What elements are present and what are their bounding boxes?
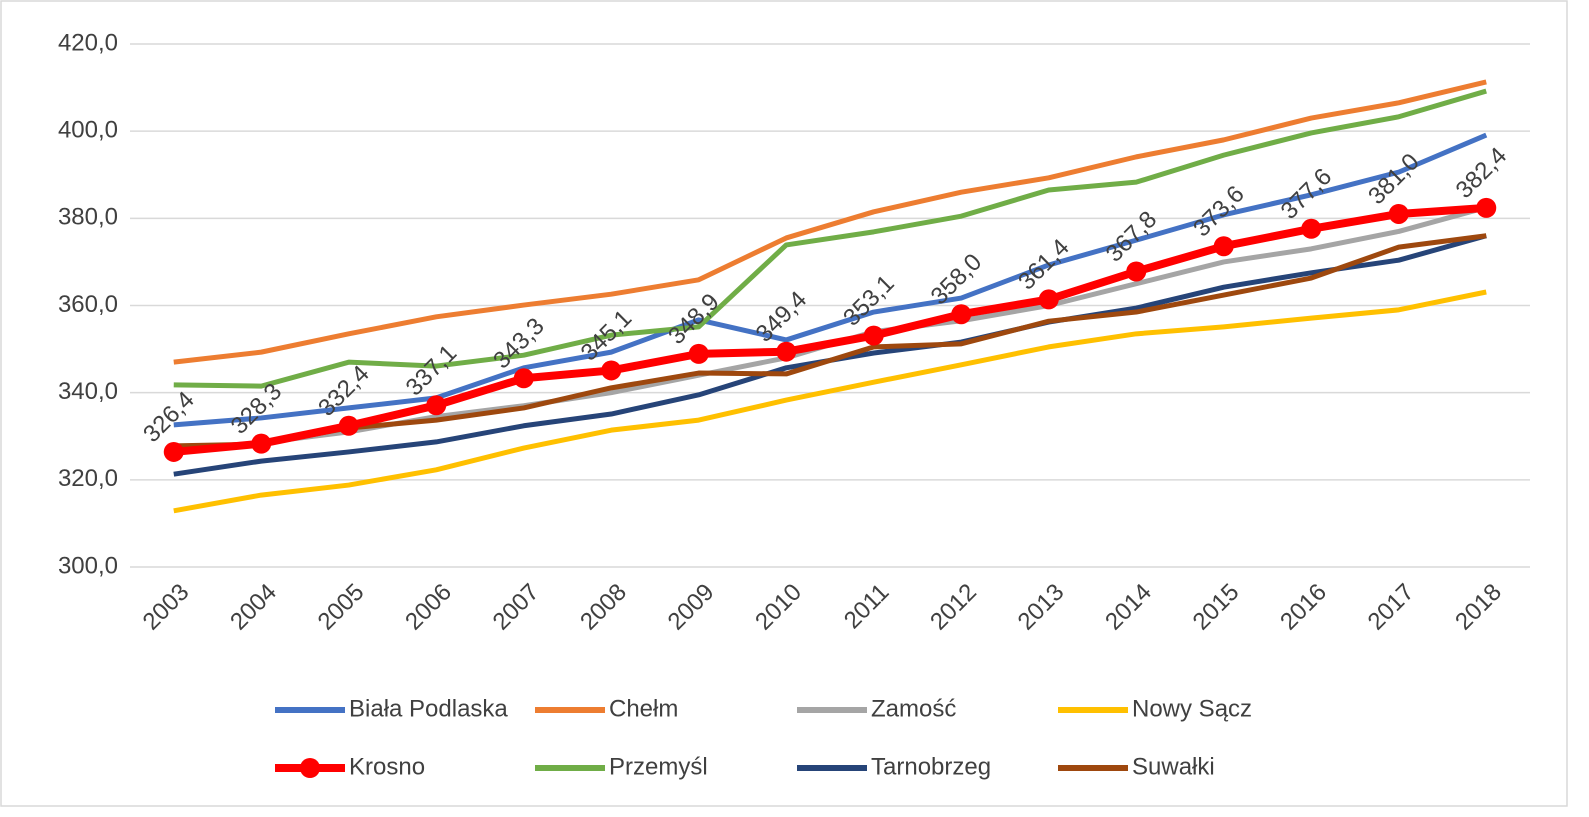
series-line: [173, 289, 1487, 514]
point-marker: [251, 433, 272, 454]
legend-item: Zamość: [797, 695, 956, 722]
y-tick-label: 320,0: [58, 465, 118, 492]
chart-border: [0, 0, 1568, 807]
series-line: [173, 88, 1487, 389]
legend-label: Tarnobrzeg: [871, 753, 991, 780]
series-line: [173, 79, 1487, 365]
series-line: [173, 203, 1487, 456]
legend-label: Biała Podlaska: [349, 695, 508, 722]
legend-item: Biała Podlaska: [275, 695, 508, 722]
y-tick-label: 420,0: [58, 29, 118, 56]
point-marker: [863, 325, 884, 346]
legend-item: Chełm: [535, 695, 678, 722]
legend-marker: [300, 758, 320, 778]
point-marker: [426, 395, 447, 416]
point-marker: [513, 368, 534, 389]
legend-item: Suwałki: [1058, 753, 1215, 780]
legend-item: Krosno: [275, 753, 425, 780]
point-marker: [1126, 261, 1147, 282]
point-marker: [1388, 203, 1409, 224]
point-marker: [951, 304, 972, 325]
legend-label: Chełm: [609, 695, 678, 722]
point-marker: [776, 341, 797, 362]
point-marker: [1301, 218, 1322, 239]
legend-item: Nowy Sącz: [1058, 695, 1252, 722]
y-tick-label: 360,0: [58, 291, 118, 318]
point-marker: [1476, 197, 1497, 218]
series-line: [173, 132, 1488, 428]
legend-label: Krosno: [349, 753, 425, 780]
legend-label: Przemyśl: [609, 753, 708, 780]
point-marker: [163, 441, 184, 462]
legend-item: Przemyśl: [535, 753, 708, 780]
series-line: [173, 233, 1487, 449]
legend-label: Nowy Sącz: [1132, 695, 1252, 722]
point-marker: [601, 360, 622, 381]
legend-label: Zamość: [871, 695, 956, 722]
point-marker: [688, 343, 709, 364]
y-tick-label: 300,0: [58, 552, 118, 579]
y-tick-label: 380,0: [58, 204, 118, 231]
legend-label: Suwałki: [1132, 753, 1215, 780]
legend-item: Tarnobrzeg: [797, 753, 991, 780]
y-tick-label: 400,0: [58, 117, 118, 144]
point-marker: [1213, 236, 1234, 257]
point-marker: [1038, 289, 1059, 310]
y-tick-label: 340,0: [58, 378, 118, 405]
point-marker: [338, 415, 359, 436]
